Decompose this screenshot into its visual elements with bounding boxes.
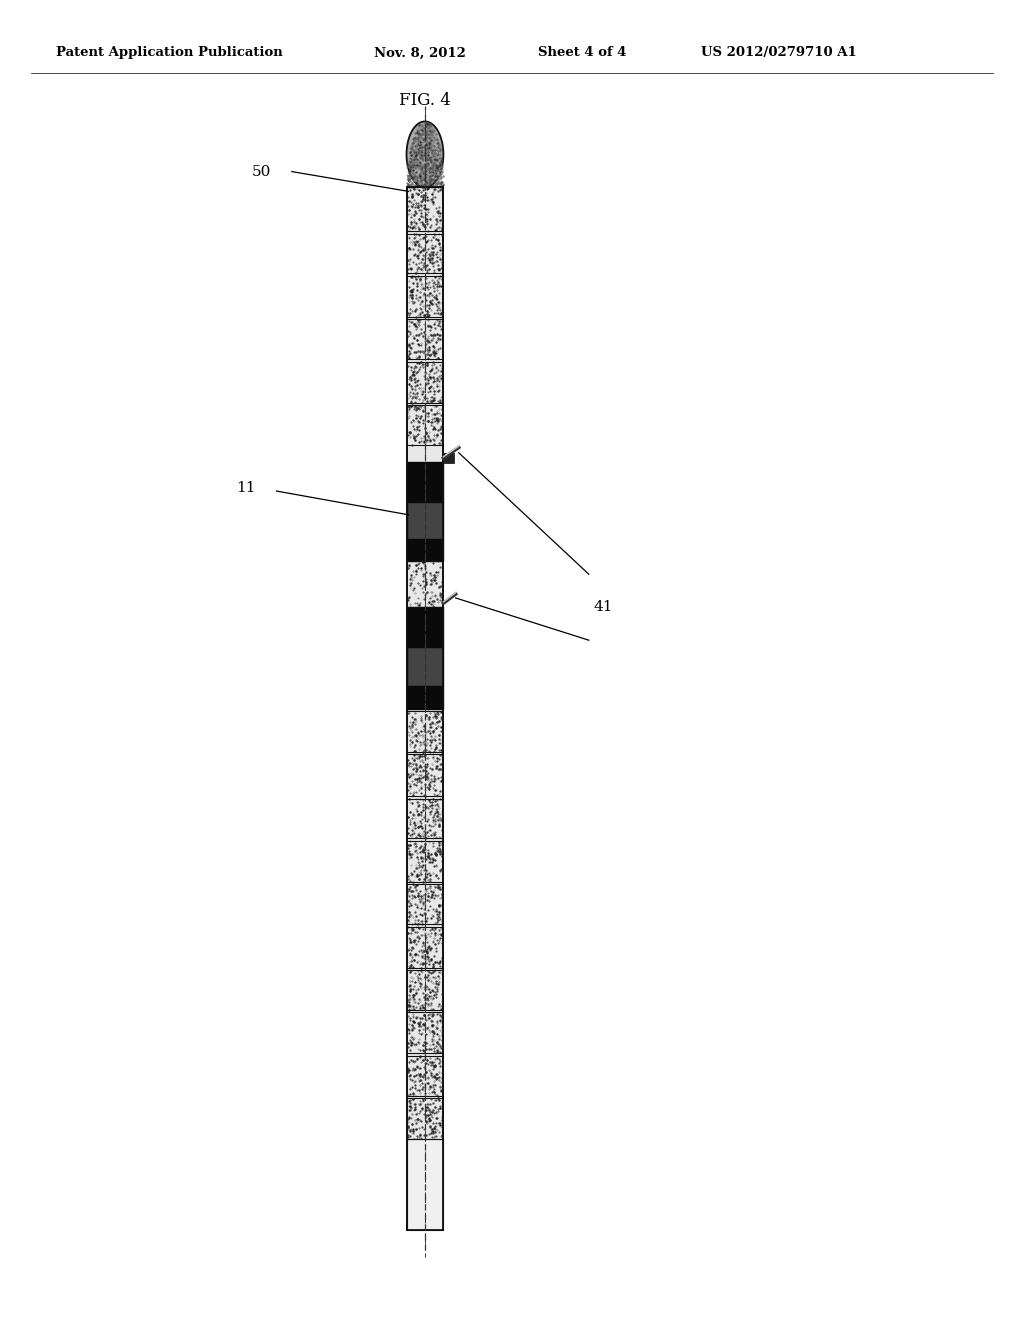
Text: Nov. 8, 2012: Nov. 8, 2012 bbox=[374, 46, 466, 59]
Bar bbox=[407, 462, 443, 502]
Text: US 2012/0279710 A1: US 2012/0279710 A1 bbox=[701, 46, 857, 59]
Text: 41: 41 bbox=[594, 601, 613, 614]
Text: FIG. 4: FIG. 4 bbox=[399, 92, 451, 108]
Text: Patent Application Publication: Patent Application Publication bbox=[56, 46, 283, 59]
Bar bbox=[407, 539, 443, 561]
Bar bbox=[443, 453, 454, 463]
Bar bbox=[407, 686, 443, 709]
Text: Sheet 4 of 4: Sheet 4 of 4 bbox=[538, 46, 626, 59]
Text: 50: 50 bbox=[252, 165, 271, 178]
Text: 11: 11 bbox=[237, 482, 256, 495]
Bar bbox=[407, 607, 443, 647]
Polygon shape bbox=[407, 121, 443, 187]
Bar bbox=[407, 502, 443, 539]
Bar bbox=[407, 187, 443, 1230]
Bar bbox=[407, 187, 443, 1230]
Bar bbox=[407, 1139, 443, 1230]
Bar bbox=[407, 647, 443, 686]
